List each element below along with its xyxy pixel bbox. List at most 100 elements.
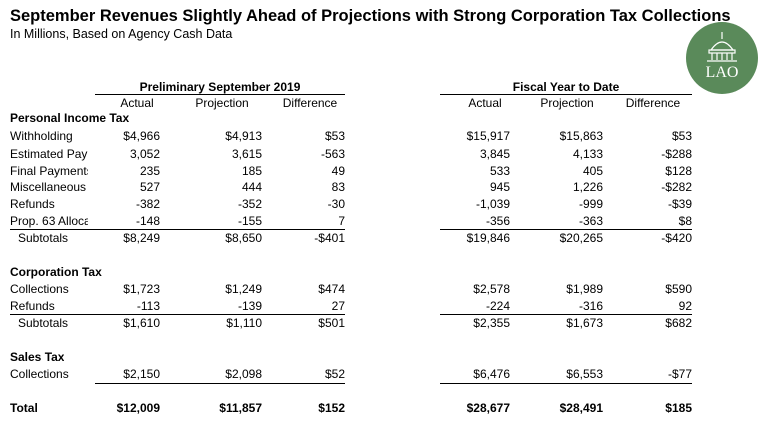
logo-text: LAO — [706, 64, 739, 81]
cell: 3,052 — [129, 147, 160, 161]
row-label: Miscellaneous — [10, 180, 87, 194]
cell: $53 — [324, 129, 345, 143]
cell: $8,249 — [123, 231, 160, 245]
cell: 4,133 — [572, 147, 603, 161]
cell: $501 — [318, 316, 345, 330]
cell: -363 — [578, 214, 603, 228]
cell: -148 — [135, 214, 160, 228]
row-label: Prop. 63 Alloca — [10, 214, 88, 228]
cell: 7 — [338, 214, 345, 228]
cell: $15,917 — [466, 129, 510, 143]
row-label: Collections — [10, 367, 69, 381]
cell: -$401 — [314, 231, 345, 245]
cell: $6,553 — [566, 367, 603, 381]
cell: -$77 — [667, 367, 692, 381]
cell: $1,673 — [566, 316, 603, 330]
cell: $12,009 — [116, 401, 160, 415]
rule — [95, 383, 345, 384]
cell: $1,610 — [123, 316, 160, 330]
cell: $1,110 — [226, 316, 262, 330]
row-label: Withholding — [10, 129, 73, 143]
cell: $590 — [665, 282, 692, 296]
cell: 527 — [139, 180, 160, 194]
cell: 1,226 — [572, 180, 603, 194]
cell: -$288 — [661, 147, 692, 161]
subtitle: In Millions, Based on Agency Cash Data — [10, 27, 233, 41]
column-header: Difference — [282, 96, 338, 110]
cell: $152 — [318, 401, 345, 415]
rule — [440, 314, 692, 315]
cell: -999 — [578, 197, 603, 211]
cell: 185 — [241, 164, 262, 178]
cell: 405 — [582, 164, 603, 178]
cell: -30 — [327, 197, 345, 211]
cell: $128 — [665, 164, 692, 178]
rule — [440, 94, 692, 95]
cell: -352 — [237, 197, 262, 211]
cell: 3,845 — [479, 147, 510, 161]
cell: $2,355 — [473, 316, 510, 330]
cell: -1,039 — [475, 197, 510, 211]
cell: $19,846 — [466, 231, 510, 245]
cell: $1,989 — [566, 282, 603, 296]
cell: -$420 — [661, 231, 692, 245]
cell: $2,098 — [225, 367, 262, 381]
row-label: Subtotals — [18, 316, 69, 330]
column-header: Actual — [468, 96, 502, 110]
cell: $28,491 — [559, 401, 603, 415]
column-header: Actual — [120, 96, 154, 110]
cell: 533 — [489, 164, 510, 178]
cell: 92 — [678, 299, 692, 313]
cell: -356 — [485, 214, 510, 228]
cell: $52 — [324, 367, 345, 381]
cell: $4,966 — [123, 129, 160, 143]
cell: $682 — [665, 316, 692, 330]
column-header: Projection — [540, 96, 594, 110]
cell: $53 — [671, 129, 692, 143]
cell: $11,857 — [219, 401, 262, 415]
cell: $6,476 — [473, 367, 510, 381]
cell: 945 — [489, 180, 510, 194]
cell: -113 — [136, 299, 160, 313]
rule — [440, 229, 692, 230]
column-header: Difference — [625, 96, 681, 110]
row-label: Subtotals — [18, 231, 69, 245]
title: September Revenues Slightly Ahead of Pro… — [10, 7, 731, 25]
row-label: Refunds — [10, 299, 55, 313]
rule — [440, 383, 692, 384]
row-label: Final Payments — [10, 164, 88, 178]
group-header: Preliminary September 2019 — [139, 80, 301, 94]
cell: 83 — [331, 180, 345, 194]
cell: -$39 — [667, 197, 692, 211]
section-header: Sales Tax — [10, 350, 65, 364]
rule — [95, 94, 345, 95]
cell: $2,150 — [123, 367, 160, 381]
row-label: Estimated Payr — [10, 147, 88, 161]
cell: 49 — [331, 164, 345, 178]
logo: LAO — [686, 22, 758, 94]
cell: $15,863 — [559, 129, 603, 143]
row-label: Total — [10, 401, 38, 415]
cell: $8 — [678, 214, 692, 228]
cell: $474 — [318, 282, 345, 296]
cell: -224 — [485, 299, 510, 313]
cell: -$282 — [661, 180, 692, 194]
cell: $1,249 — [225, 282, 262, 296]
row-label: Collections — [10, 282, 69, 296]
cell: $8,650 — [225, 231, 262, 245]
cell: $1,723 — [123, 282, 160, 296]
group-header: Fiscal Year to Date — [512, 80, 620, 94]
cell: -155 — [237, 214, 262, 228]
cell: $185 — [665, 401, 692, 415]
cell: -382 — [135, 197, 160, 211]
cell: -563 — [320, 147, 345, 161]
cell: 3,615 — [231, 147, 262, 161]
section-header: Corporation Tax — [10, 265, 102, 279]
cell: -139 — [237, 299, 262, 313]
cell: 235 — [139, 164, 160, 178]
section-header: Personal Income Tax — [10, 111, 130, 125]
cell: $28,677 — [466, 401, 510, 415]
cell: 27 — [331, 299, 345, 313]
row-label: Refunds — [10, 197, 55, 211]
